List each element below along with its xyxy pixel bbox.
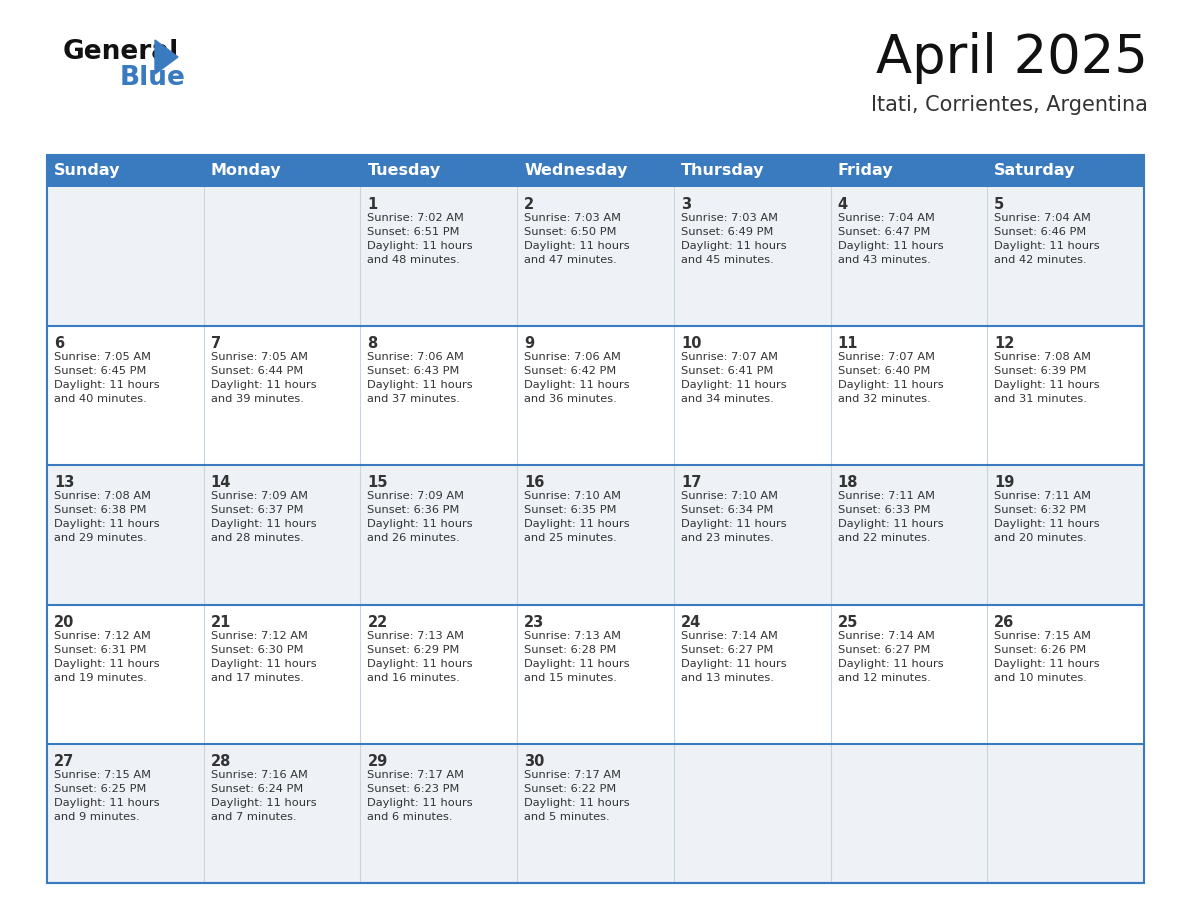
Text: 15: 15 [367,476,388,490]
Text: Sunrise: 7:16 AM
Sunset: 6:24 PM
Daylight: 11 hours
and 7 minutes.: Sunrise: 7:16 AM Sunset: 6:24 PM Dayligh… [210,770,316,822]
Text: 21: 21 [210,614,232,630]
Text: Friday: Friday [838,163,893,178]
Bar [48,187,1144,326]
Text: Sunrise: 7:05 AM
Sunset: 6:45 PM
Daylight: 11 hours
and 40 minutes.: Sunrise: 7:05 AM Sunset: 6:45 PM Dayligh… [53,353,159,404]
Text: Sunrise: 7:11 AM
Sunset: 6:32 PM
Daylight: 11 hours
and 20 minutes.: Sunrise: 7:11 AM Sunset: 6:32 PM Dayligh… [994,491,1100,543]
Text: Sunrise: 7:06 AM
Sunset: 6:43 PM
Daylight: 11 hours
and 37 minutes.: Sunrise: 7:06 AM Sunset: 6:43 PM Dayligh… [367,353,473,404]
Text: General: General [63,39,179,65]
Text: Sunrise: 7:03 AM
Sunset: 6:50 PM
Daylight: 11 hours
and 47 minutes.: Sunrise: 7:03 AM Sunset: 6:50 PM Dayligh… [524,213,630,265]
Bar [48,605,1144,744]
Text: 11: 11 [838,336,858,352]
Text: Saturday: Saturday [994,163,1076,178]
Text: 1: 1 [367,197,378,212]
Text: 24: 24 [681,614,701,630]
Text: Sunrise: 7:17 AM
Sunset: 6:22 PM
Daylight: 11 hours
and 5 minutes.: Sunrise: 7:17 AM Sunset: 6:22 PM Dayligh… [524,770,630,822]
Text: 13: 13 [53,476,75,490]
Bar [48,465,1144,605]
Text: Sunrise: 7:09 AM
Sunset: 6:37 PM
Daylight: 11 hours
and 28 minutes.: Sunrise: 7:09 AM Sunset: 6:37 PM Dayligh… [210,491,316,543]
Text: Sunrise: 7:13 AM
Sunset: 6:29 PM
Daylight: 11 hours
and 16 minutes.: Sunrise: 7:13 AM Sunset: 6:29 PM Dayligh… [367,631,473,683]
Text: Sunrise: 7:15 AM
Sunset: 6:25 PM
Daylight: 11 hours
and 9 minutes.: Sunrise: 7:15 AM Sunset: 6:25 PM Dayligh… [53,770,159,822]
Text: 20: 20 [53,614,75,630]
Bar [48,326,1144,465]
Text: Sunrise: 7:02 AM
Sunset: 6:51 PM
Daylight: 11 hours
and 48 minutes.: Sunrise: 7:02 AM Sunset: 6:51 PM Dayligh… [367,213,473,265]
Text: Sunrise: 7:09 AM
Sunset: 6:36 PM
Daylight: 11 hours
and 26 minutes.: Sunrise: 7:09 AM Sunset: 6:36 PM Dayligh… [367,491,473,543]
Text: 18: 18 [838,476,858,490]
Text: April 2025: April 2025 [876,32,1148,84]
Text: 25: 25 [838,614,858,630]
Text: Sunrise: 7:12 AM
Sunset: 6:31 PM
Daylight: 11 hours
and 19 minutes.: Sunrise: 7:12 AM Sunset: 6:31 PM Dayligh… [53,631,159,683]
Text: 16: 16 [524,476,544,490]
Text: Itati, Corrientes, Argentina: Itati, Corrientes, Argentina [871,95,1148,115]
Text: Sunrise: 7:04 AM
Sunset: 6:46 PM
Daylight: 11 hours
and 42 minutes.: Sunrise: 7:04 AM Sunset: 6:46 PM Dayligh… [994,213,1100,265]
Text: 3: 3 [681,197,691,212]
Text: Sunrise: 7:03 AM
Sunset: 6:49 PM
Daylight: 11 hours
and 45 minutes.: Sunrise: 7:03 AM Sunset: 6:49 PM Dayligh… [681,213,786,265]
Text: Sunrise: 7:13 AM
Sunset: 6:28 PM
Daylight: 11 hours
and 15 minutes.: Sunrise: 7:13 AM Sunset: 6:28 PM Dayligh… [524,631,630,683]
Text: 28: 28 [210,754,232,768]
Text: Sunrise: 7:05 AM
Sunset: 6:44 PM
Daylight: 11 hours
and 39 minutes.: Sunrise: 7:05 AM Sunset: 6:44 PM Dayligh… [210,353,316,404]
Text: 9: 9 [524,336,535,352]
Text: 6: 6 [53,336,64,352]
Text: Sunrise: 7:14 AM
Sunset: 6:27 PM
Daylight: 11 hours
and 12 minutes.: Sunrise: 7:14 AM Sunset: 6:27 PM Dayligh… [838,631,943,683]
Text: 12: 12 [994,336,1015,352]
Text: 22: 22 [367,614,387,630]
Text: Sunday: Sunday [53,163,120,178]
Text: Sunrise: 7:07 AM
Sunset: 6:40 PM
Daylight: 11 hours
and 32 minutes.: Sunrise: 7:07 AM Sunset: 6:40 PM Dayligh… [838,353,943,404]
Bar [48,155,1144,883]
Text: 26: 26 [994,614,1015,630]
Text: Sunrise: 7:08 AM
Sunset: 6:39 PM
Daylight: 11 hours
and 31 minutes.: Sunrise: 7:08 AM Sunset: 6:39 PM Dayligh… [994,353,1100,404]
Bar [48,155,1144,187]
Text: Tuesday: Tuesday [367,163,441,178]
Text: 30: 30 [524,754,544,768]
Text: 17: 17 [681,476,701,490]
Text: Sunrise: 7:15 AM
Sunset: 6:26 PM
Daylight: 11 hours
and 10 minutes.: Sunrise: 7:15 AM Sunset: 6:26 PM Dayligh… [994,631,1100,683]
Text: Sunrise: 7:04 AM
Sunset: 6:47 PM
Daylight: 11 hours
and 43 minutes.: Sunrise: 7:04 AM Sunset: 6:47 PM Dayligh… [838,213,943,265]
Text: Thursday: Thursday [681,163,764,178]
Text: Sunrise: 7:14 AM
Sunset: 6:27 PM
Daylight: 11 hours
and 13 minutes.: Sunrise: 7:14 AM Sunset: 6:27 PM Dayligh… [681,631,786,683]
Text: 8: 8 [367,336,378,352]
Text: Wednesday: Wednesday [524,163,627,178]
Bar [48,744,1144,883]
Text: Sunrise: 7:11 AM
Sunset: 6:33 PM
Daylight: 11 hours
and 22 minutes.: Sunrise: 7:11 AM Sunset: 6:33 PM Dayligh… [838,491,943,543]
Text: Sunrise: 7:12 AM
Sunset: 6:30 PM
Daylight: 11 hours
and 17 minutes.: Sunrise: 7:12 AM Sunset: 6:30 PM Dayligh… [210,631,316,683]
Text: 10: 10 [681,336,701,352]
Polygon shape [154,40,178,74]
Text: 27: 27 [53,754,74,768]
Text: Blue: Blue [120,65,185,91]
Text: Sunrise: 7:10 AM
Sunset: 6:35 PM
Daylight: 11 hours
and 25 minutes.: Sunrise: 7:10 AM Sunset: 6:35 PM Dayligh… [524,491,630,543]
Text: 5: 5 [994,197,1005,212]
Text: Sunrise: 7:17 AM
Sunset: 6:23 PM
Daylight: 11 hours
and 6 minutes.: Sunrise: 7:17 AM Sunset: 6:23 PM Dayligh… [367,770,473,822]
Text: 14: 14 [210,476,232,490]
Text: 23: 23 [524,614,544,630]
Text: Monday: Monday [210,163,282,178]
Text: 4: 4 [838,197,848,212]
Text: 2: 2 [524,197,535,212]
Text: Sunrise: 7:08 AM
Sunset: 6:38 PM
Daylight: 11 hours
and 29 minutes.: Sunrise: 7:08 AM Sunset: 6:38 PM Dayligh… [53,491,159,543]
Text: 29: 29 [367,754,387,768]
Text: Sunrise: 7:06 AM
Sunset: 6:42 PM
Daylight: 11 hours
and 36 minutes.: Sunrise: 7:06 AM Sunset: 6:42 PM Dayligh… [524,353,630,404]
Text: Sunrise: 7:07 AM
Sunset: 6:41 PM
Daylight: 11 hours
and 34 minutes.: Sunrise: 7:07 AM Sunset: 6:41 PM Dayligh… [681,353,786,404]
Text: 7: 7 [210,336,221,352]
Text: Sunrise: 7:10 AM
Sunset: 6:34 PM
Daylight: 11 hours
and 23 minutes.: Sunrise: 7:10 AM Sunset: 6:34 PM Dayligh… [681,491,786,543]
Text: 19: 19 [994,476,1015,490]
